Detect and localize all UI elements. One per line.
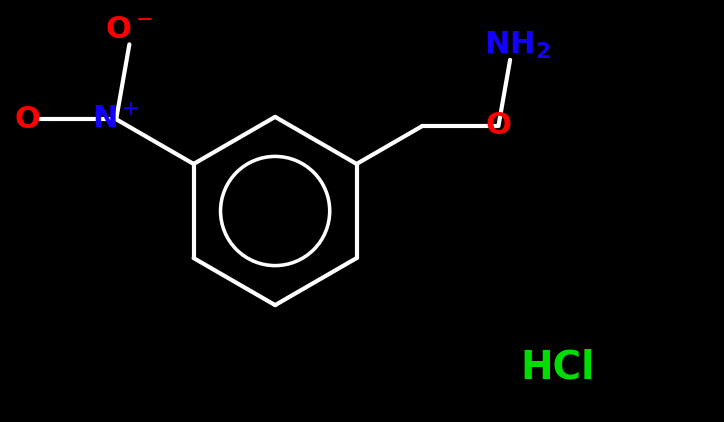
Text: $\mathbf{NH_2}$: $\mathbf{NH_2}$: [484, 30, 550, 61]
Text: $\mathbf{O}^-$: $\mathbf{O}^-$: [106, 15, 153, 44]
Text: $\mathbf{N}^+$: $\mathbf{N}^+$: [93, 105, 140, 134]
Text: $\mathbf{O}$: $\mathbf{O}$: [14, 105, 41, 134]
Text: $\mathbf{O}$: $\mathbf{O}$: [485, 111, 512, 141]
Text: HCl: HCl: [521, 348, 594, 386]
